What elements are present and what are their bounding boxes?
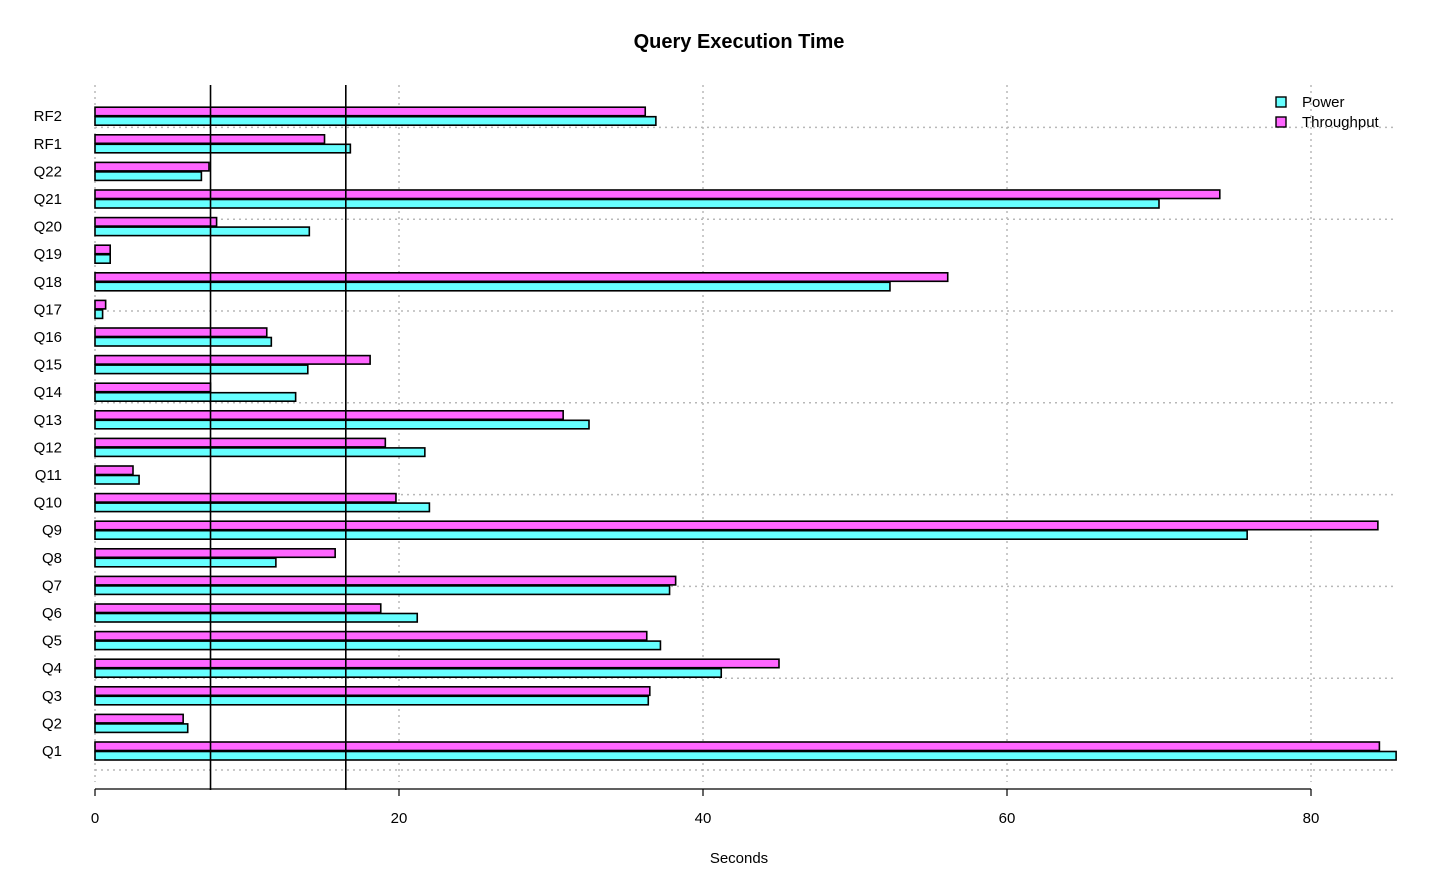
- bar-power-q1: [94, 750, 1397, 761]
- bar-power-rf2: [94, 115, 657, 126]
- bar-throughput-q4: [94, 658, 780, 669]
- bar-power-q9: [94, 529, 1248, 541]
- bar-power-q17: [94, 309, 104, 320]
- bar-throughput-q3: [94, 685, 651, 697]
- x-tick-label: 20: [391, 810, 408, 827]
- bar-power-q21: [94, 198, 1160, 209]
- bar-throughput-q18: [94, 271, 949, 283]
- y-tick-label: Q6: [42, 605, 62, 622]
- bar-power-q8: [94, 557, 277, 568]
- y-tick-label: Q13: [34, 412, 62, 429]
- bar-power-q2: [94, 723, 189, 734]
- bar-power-q16: [94, 336, 273, 347]
- y-tick-label: Q17: [34, 301, 62, 318]
- bar-throughput-q14: [94, 382, 212, 393]
- bar-throughput-q13: [94, 409, 564, 421]
- bar-throughput-q20: [94, 216, 218, 227]
- bar-throughput-q2: [94, 713, 184, 724]
- bar-throughput-q22: [94, 161, 210, 172]
- bar-throughput-q1: [94, 741, 1381, 752]
- bar-throughput-rf2: [94, 106, 647, 117]
- bar-throughput-q9: [94, 520, 1379, 531]
- y-tick-label: Q22: [34, 163, 62, 180]
- bar-throughput-q19: [94, 244, 111, 255]
- y-tick-label: Q15: [34, 357, 62, 374]
- bar-power-q7: [94, 585, 671, 596]
- bar-power-q3: [94, 695, 650, 706]
- bar-power-rf1: [94, 143, 352, 154]
- bar-throughput-q11: [94, 465, 134, 476]
- bar-power-q5: [94, 640, 662, 651]
- bar-power-q13: [94, 419, 590, 430]
- x-tick-label: 40: [695, 810, 712, 827]
- chart-title: Query Execution Time: [634, 31, 845, 53]
- y-tick-label: Q19: [34, 246, 62, 263]
- bar-throughput-q17: [94, 299, 107, 310]
- legend: Power Throughput: [1275, 94, 1380, 131]
- bar-throughput-q7: [94, 575, 677, 586]
- y-tick-label: Q11: [35, 467, 62, 484]
- x-axis-label: Seconds: [710, 850, 768, 867]
- y-tick-label: Q9: [42, 522, 62, 539]
- bar-power-q6: [94, 612, 419, 623]
- x-axis: 0 20 40 60 80: [91, 788, 1320, 827]
- x-tick-label: 80: [1303, 810, 1320, 827]
- bar-power-q22: [94, 171, 203, 182]
- x-tick-label: 60: [999, 810, 1016, 827]
- legend-swatch-throughput: [1275, 116, 1287, 128]
- legend-swatch-power: [1275, 96, 1287, 108]
- y-tick-label: Q3: [42, 688, 62, 705]
- bar-throughput-q12: [94, 437, 387, 448]
- bar-power-q10: [94, 502, 431, 513]
- bar-throughput-q10: [94, 492, 397, 503]
- y-tick-label: Q2: [42, 715, 62, 732]
- bar-power-q14: [94, 391, 297, 403]
- bar-throughput-q5: [94, 630, 648, 641]
- y-tick-label: RF2: [34, 108, 62, 125]
- legend-label-power: Power: [1302, 94, 1345, 111]
- reference-lines-layer: [209, 85, 347, 790]
- bar-throughput-q15: [94, 354, 371, 365]
- y-tick-label: Q20: [34, 219, 62, 236]
- bars-layer: [94, 106, 1397, 761]
- y-tick-label: Q16: [34, 329, 62, 346]
- bar-power-q20: [94, 226, 311, 237]
- y-tick-label: Q10: [34, 495, 62, 512]
- y-tick-label: Q1: [42, 743, 62, 760]
- bar-power-q4: [94, 667, 723, 679]
- bar-power-q12: [94, 447, 426, 458]
- y-tick-label: RF1: [34, 136, 62, 153]
- y-tick-label: Q21: [34, 191, 62, 208]
- y-tick-label: Q14: [34, 384, 62, 401]
- bar-throughput-q8: [94, 547, 336, 559]
- legend-label-throughput: Throughput: [1302, 114, 1380, 131]
- y-tick-label: Q12: [34, 439, 62, 456]
- bar-throughput-q21: [94, 189, 1221, 200]
- bar-throughput-q6: [94, 603, 382, 614]
- bar-power-q19: [94, 253, 111, 264]
- bar-power-q15: [94, 364, 309, 375]
- bar-power-q18: [94, 281, 891, 292]
- x-tick-label: 0: [91, 810, 99, 827]
- bar-throughput-q16: [94, 327, 268, 338]
- y-tick-label: Q7: [42, 577, 62, 594]
- y-tick-label: Q8: [42, 550, 62, 567]
- y-tick-label: Q4: [42, 660, 62, 677]
- y-axis: Q1 Q2 Q3 Q4 Q5 Q6 Q7 Q8 Q9 Q10 Q11 Q12 Q13 Q14 Q15 Q16 Q…: [34, 108, 62, 760]
- y-tick-label: Q5: [42, 633, 62, 650]
- y-tick-label: Q18: [34, 274, 62, 291]
- bar-power-q11: [94, 474, 140, 485]
